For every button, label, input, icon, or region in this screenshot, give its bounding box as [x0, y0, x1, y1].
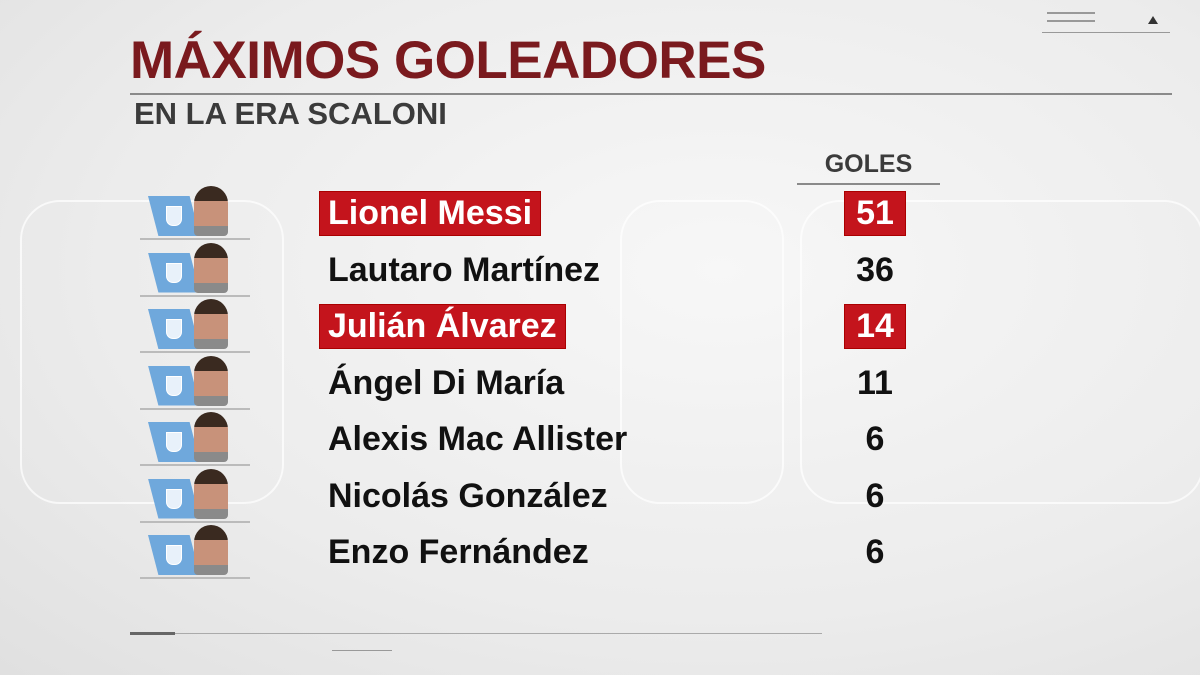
player-goals: 36: [856, 250, 894, 289]
player-badge: [140, 412, 250, 466]
player-name: Julián Álvarez: [320, 305, 565, 348]
player-goals: 6: [865, 420, 885, 458]
list-item: Alexis Mac Allister 6: [0, 412, 1200, 468]
afa-crest-icon: [166, 206, 182, 226]
divider: [130, 633, 822, 634]
menu-lines-icon: [1047, 12, 1095, 14]
player-badge: [140, 355, 250, 410]
player-goals: 51: [845, 192, 905, 235]
player-name: Ángel Di María: [328, 363, 565, 402]
player-goals: 14: [845, 305, 905, 348]
afa-crest-icon: [166, 488, 182, 509]
player-photo: [194, 355, 228, 406]
title-divider: [130, 93, 1172, 95]
list-item: Julián Álvarez 14: [0, 299, 1200, 355]
player-badge: [140, 186, 250, 240]
player-photo: [194, 299, 228, 349]
afa-crest-icon: [166, 545, 182, 565]
list-item: Ángel Di María 11: [0, 355, 1200, 412]
player-photo: [194, 468, 228, 519]
list-item: Nicolás González 6: [0, 468, 1200, 525]
list-item: Lionel Messi 51: [0, 186, 1200, 242]
watermark-shape: [800, 200, 1200, 504]
player-badge: [140, 242, 250, 297]
player-name: Alexis Mac Allister: [328, 420, 628, 458]
player-name: Lautaro Martínez: [328, 250, 601, 289]
player-goals: 6: [865, 533, 885, 571]
page-subtitle: EN LA ERA SCALONI: [134, 96, 447, 131]
list-item: Enzo Fernández 6: [0, 525, 1200, 581]
afa-crest-icon: [166, 432, 182, 452]
player-photo: [194, 186, 228, 236]
player-badge: [140, 468, 250, 523]
player-name: Lionel Messi: [320, 192, 541, 235]
afa-crest-icon: [166, 262, 182, 283]
goals-column-header: GOLES: [797, 150, 940, 185]
player-photo: [194, 412, 228, 462]
player-badge: [140, 525, 250, 579]
afa-crest-icon: [166, 319, 182, 339]
afa-crest-icon: [166, 375, 182, 396]
player-photo: [194, 525, 228, 575]
player-photo: [194, 242, 228, 293]
list-item: Lautaro Martínez 36: [0, 242, 1200, 299]
divider: [130, 632, 175, 635]
player-goals: 6: [865, 476, 885, 515]
player-badge: [140, 299, 250, 353]
triangle-icon: [1148, 16, 1158, 24]
watermark-shape: [620, 200, 784, 504]
player-goals: 11: [857, 363, 893, 402]
divider: [1042, 32, 1170, 33]
player-name: Nicolás González: [328, 476, 608, 515]
divider: [332, 650, 392, 651]
player-name: Enzo Fernández: [328, 533, 589, 571]
page-title: MÁXIMOS GOLEADORES: [130, 31, 766, 90]
